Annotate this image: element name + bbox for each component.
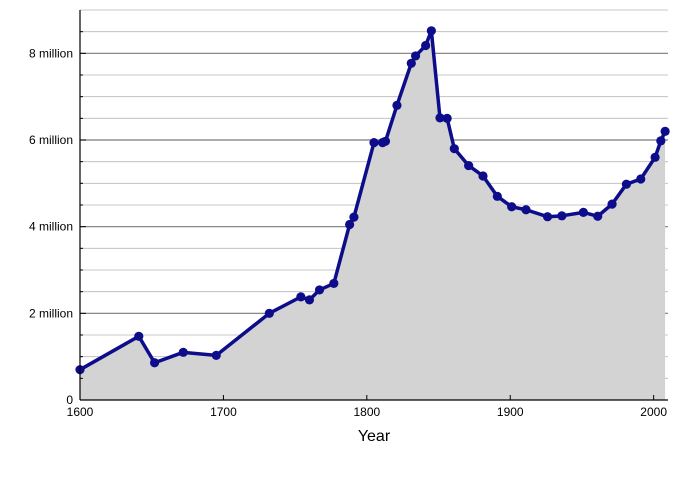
data-point — [650, 152, 660, 162]
data-point — [542, 212, 553, 222]
y-tick-labels: 0 2 million 4 million 6 million 8 million — [29, 46, 73, 407]
y-tick-label: 2 million — [29, 306, 73, 320]
data-point — [296, 292, 306, 302]
data-point — [660, 126, 670, 136]
data-point — [507, 202, 517, 212]
data-point — [464, 160, 474, 171]
data-point — [304, 295, 315, 305]
y-tick-label: 8 million — [29, 46, 73, 60]
data-points — [75, 26, 670, 375]
x-tick-label: 1900 — [497, 405, 524, 419]
data-point — [607, 199, 617, 209]
data-point — [178, 347, 188, 357]
data-point — [593, 211, 603, 221]
data-point — [636, 174, 646, 184]
data-point — [426, 26, 436, 36]
y-tick-label: 4 million — [29, 220, 73, 234]
data-point — [211, 350, 221, 360]
data-point — [421, 40, 431, 51]
data-point — [314, 285, 325, 295]
data-point — [329, 278, 339, 289]
data-point — [478, 171, 488, 181]
data-point — [656, 136, 666, 146]
x-axis-title: Year — [358, 428, 391, 445]
data-point — [134, 331, 144, 341]
data-point — [492, 191, 502, 201]
data-point — [435, 113, 445, 123]
data-point — [345, 219, 355, 230]
axes — [79, 10, 668, 401]
x-tick-label: 1700 — [210, 405, 237, 419]
x-tick-label: 1800 — [353, 405, 380, 419]
x-tick-labels: 1600 1700 1800 1900 2000 — [67, 405, 668, 419]
data-point — [369, 138, 379, 148]
area-fill — [80, 30, 666, 401]
y-tick-label: 6 million — [29, 133, 73, 147]
data-point — [521, 205, 531, 215]
data-point — [264, 308, 274, 318]
grid-lines — [80, 9, 668, 379]
data-point — [380, 136, 391, 146]
data-point — [406, 58, 416, 68]
data-point — [621, 179, 632, 189]
data-point — [578, 207, 588, 217]
x-tick-label: 1600 — [67, 405, 94, 419]
x-tick-label: 2000 — [640, 405, 667, 419]
data-point — [392, 100, 402, 110]
data-point — [149, 358, 160, 368]
data-point — [449, 144, 459, 154]
data-point — [349, 212, 359, 222]
data-point — [410, 51, 421, 61]
data-point — [442, 113, 452, 123]
data-point — [557, 211, 567, 221]
y-tick-label: 0 — [66, 393, 73, 407]
